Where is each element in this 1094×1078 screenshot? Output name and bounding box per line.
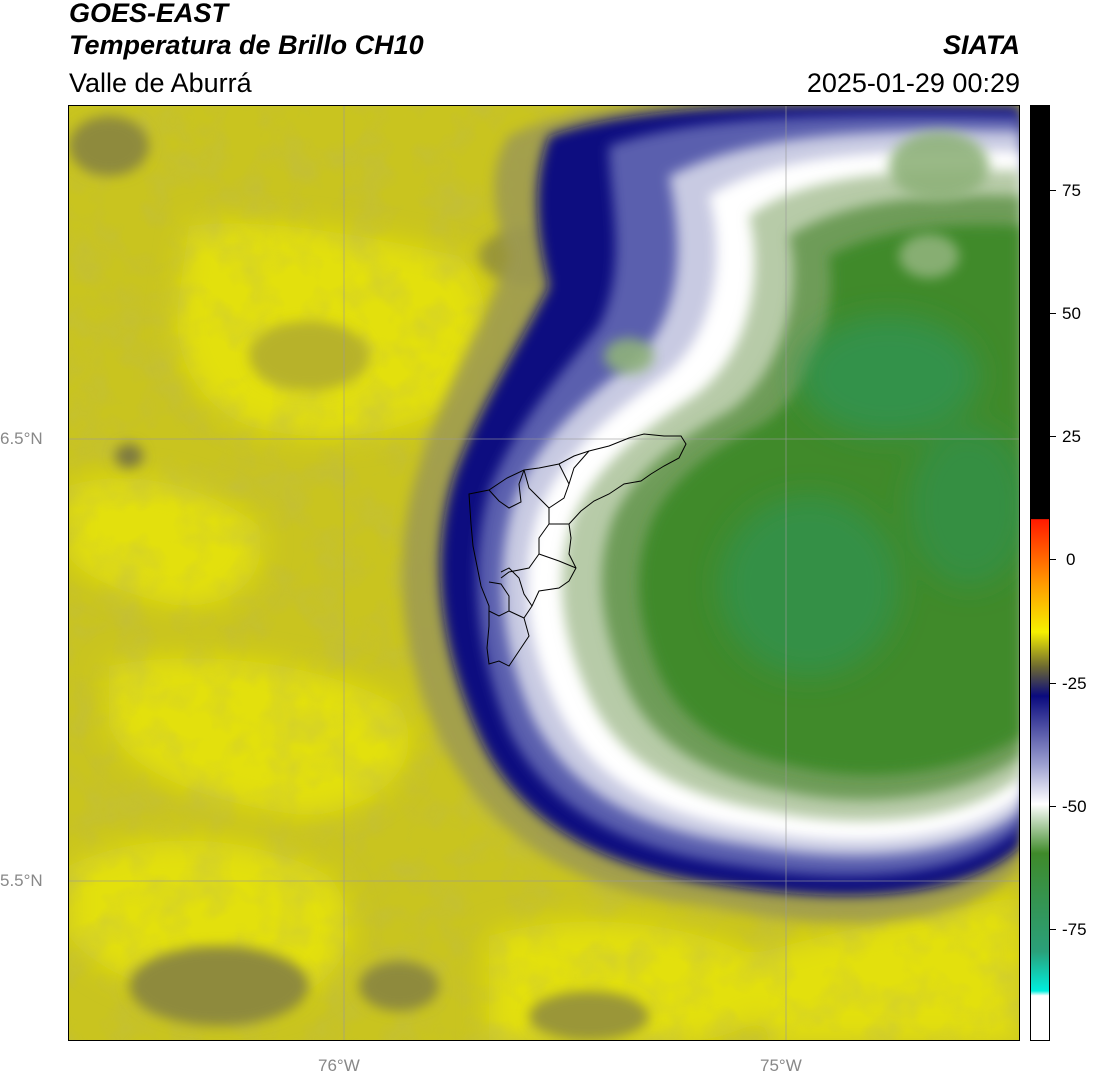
colorbar-label-0: 0 — [1066, 550, 1076, 569]
brightness-temperature-map[interactable] — [68, 105, 1020, 1041]
product-title: Temperatura de Brillo CH10 — [69, 30, 424, 60]
boundary-line-5 — [500, 523, 550, 579]
lat-label-6-5n: 6.5°N — [0, 429, 43, 448]
colorbar-label-75: 75 — [1062, 181, 1081, 200]
colorbar-label-neg75: -75 — [1062, 920, 1087, 939]
agency-label: SIATA — [943, 30, 1020, 60]
timestamp-label: 2025-01-29 00:29 — [806, 68, 1020, 98]
lat-label-5-5n: 5.5°N — [0, 871, 43, 890]
boundary-line-6 — [500, 567, 533, 607]
satellite-title: GOES-EAST — [69, 0, 229, 28]
colorbar-tick-75 — [1050, 190, 1056, 191]
graticule — [69, 106, 1019, 1040]
map-canvas — [69, 106, 1019, 1040]
colorbar-tick-neg25 — [1050, 683, 1056, 684]
boundary-line-2 — [548, 463, 570, 509]
colorbar-label-neg50: -50 — [1062, 797, 1087, 816]
region-subtitle: Valle de Aburrá — [69, 68, 252, 98]
colorbar-tick-50 — [1050, 313, 1056, 314]
boundary-line-3 — [568, 450, 590, 485]
storm-system — [402, 106, 1019, 923]
colorbar-tick-0 — [1050, 559, 1056, 560]
lon-label-75w: 75°W — [760, 1056, 802, 1075]
municipal-boundaries — [468, 433, 687, 667]
boundary-line-4 — [488, 469, 525, 509]
colorbar-label-25: 25 — [1062, 427, 1081, 446]
boundary-line-7 — [488, 581, 510, 617]
colorbar-tick-neg75 — [1050, 929, 1056, 930]
lon-label-76w: 76°W — [318, 1056, 360, 1075]
boundary-line-9 — [538, 553, 577, 569]
temperature-colorbar — [1030, 105, 1050, 1041]
colorbar-tick-25 — [1050, 436, 1056, 437]
boundary-line-8 — [508, 610, 525, 619]
colorbar-label-50: 50 — [1062, 304, 1081, 323]
colorbar-tick-neg50 — [1050, 806, 1056, 807]
valley-outline — [468, 433, 687, 667]
colorbar-label-neg25: -25 — [1062, 674, 1087, 693]
boundary-line-1 — [523, 469, 569, 525]
